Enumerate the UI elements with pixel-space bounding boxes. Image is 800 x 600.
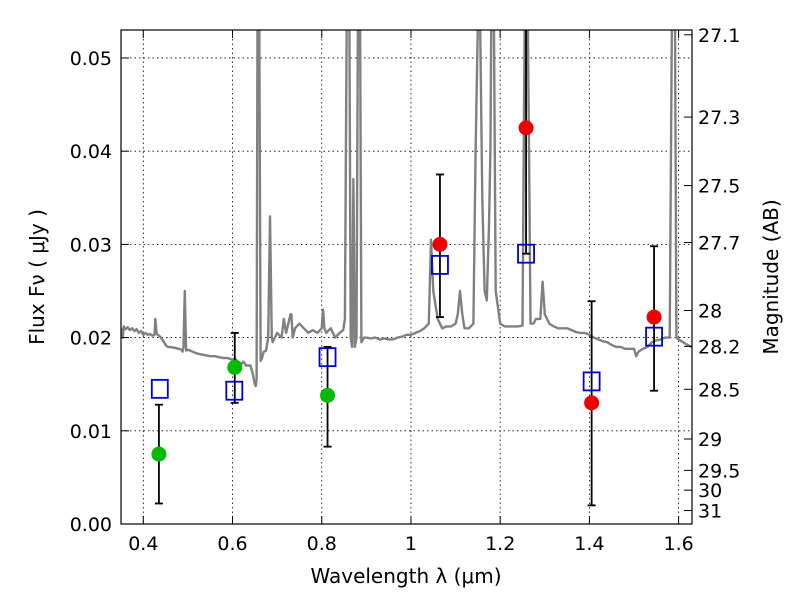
spectrum-line — [121, 30, 692, 388]
y-tick-label: 0.03 — [70, 234, 112, 256]
y2-tick-label: 27.7 — [698, 233, 740, 255]
data-point-square — [517, 243, 535, 264]
plot-frame — [120, 29, 693, 525]
y-tick-label: 0.00 — [70, 514, 112, 536]
data-point-square — [225, 380, 244, 401]
y2-tick-label: 27.1 — [698, 25, 740, 47]
x-tick-label: 1 — [405, 533, 417, 555]
y2-tick-label: 30 — [698, 480, 722, 502]
data-point-circle — [151, 446, 167, 462]
data-point-circle — [518, 120, 534, 136]
y-tick-label: 0.04 — [70, 141, 112, 163]
x-tick-label: 0.6 — [217, 533, 247, 555]
data-markers — [150, 120, 663, 462]
x-tick-label: 1.2 — [485, 533, 515, 555]
y2-tick-label: 28 — [698, 300, 722, 322]
model-spectrum — [121, 30, 692, 388]
x-axis-label: Wavelength λ (μm) — [310, 564, 501, 588]
data-point-circle — [320, 387, 336, 403]
y2-tick-label: 31 — [698, 501, 722, 523]
data-point-circle — [646, 309, 662, 325]
y2-tick-label: 28.5 — [698, 379, 740, 401]
data-point-circle — [584, 395, 600, 411]
data-point-square — [318, 347, 337, 368]
x-tick-label: 1.6 — [664, 533, 694, 555]
data-point-square — [582, 371, 601, 392]
x-tick-label: 0.4 — [128, 533, 158, 555]
y2-tick-label: 28.2 — [698, 336, 740, 358]
y2-tick-label: 29.5 — [698, 460, 740, 482]
y2-tick-label: 27.3 — [698, 107, 740, 129]
x-tick-label: 1.4 — [574, 533, 604, 555]
y2-axis-label: Magnitude (AB) — [759, 199, 783, 354]
data-point-square — [150, 378, 169, 399]
data-point-circle — [432, 236, 448, 252]
y-axis-label: Flux Fν ( μJy ) — [25, 209, 49, 345]
y2-tick-label: 29 — [698, 429, 722, 451]
axis-ticks: 0.4 0.6 0.8 1 1.2 1.4 1.6 0.00 0.01 0.02 0.03 0.04 0… — [70, 25, 741, 555]
data-point-square — [645, 326, 663, 347]
y-tick-label: 0.05 — [70, 48, 112, 70]
data-point-circle — [227, 359, 243, 375]
y-tick-label: 0.02 — [70, 328, 112, 350]
y-tick-label: 0.01 — [70, 421, 112, 443]
y2-tick-label: 27.5 — [698, 176, 740, 198]
x-tick-label: 0.8 — [307, 533, 337, 555]
data-point-square — [431, 254, 449, 275]
